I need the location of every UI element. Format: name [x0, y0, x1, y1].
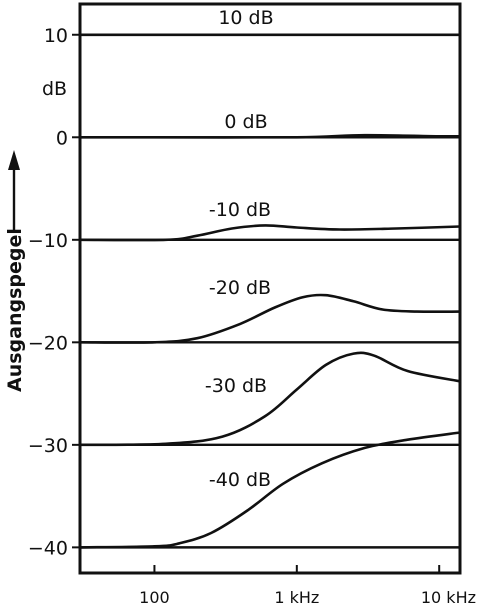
series-label: -30 dB — [205, 375, 267, 397]
x-axis-ticks: 100 1 kHz 10 kHz — [139, 565, 476, 607]
series-curve — [78, 351, 462, 447]
series-curve — [78, 133, 462, 139]
x-tick-label: 10 kHz — [421, 588, 476, 607]
series-curve — [78, 431, 462, 549]
y-tick-label: −20 — [28, 332, 68, 354]
y-axis-title: Ausgangspegel — [4, 228, 26, 392]
y-axis-title-group: Ausgangspegel — [4, 150, 26, 392]
y-tick-label: −10 — [28, 230, 68, 252]
y-unit-label: dB — [42, 78, 67, 100]
y-tick-label: 10 — [44, 25, 68, 47]
y-axis-ticks: 10 0 −10 −20 −30 −40 — [28, 25, 80, 559]
y-axis-arrow-icon — [8, 150, 20, 170]
x-tick-label: 100 — [139, 588, 170, 607]
series-curve — [78, 293, 462, 344]
series-labels: 10 dB 0 dB -10 dB -20 dB -30 dB -40 dB — [205, 7, 274, 491]
series-label: -20 dB — [209, 277, 271, 299]
plot-area — [78, 2, 462, 575]
series-label: 0 dB — [224, 111, 267, 133]
series-label: -40 dB — [209, 469, 271, 491]
plot-frame — [78, 2, 462, 575]
y-tick-label: −30 — [28, 435, 68, 457]
series-label: -10 dB — [209, 199, 271, 221]
series-curves — [78, 33, 462, 549]
x-tick-label: 1 kHz — [274, 588, 319, 607]
y-tick-label: 0 — [56, 127, 68, 149]
series-curve — [78, 224, 462, 242]
y-tick-label: −40 — [28, 537, 68, 559]
series-label: 10 dB — [218, 7, 273, 29]
